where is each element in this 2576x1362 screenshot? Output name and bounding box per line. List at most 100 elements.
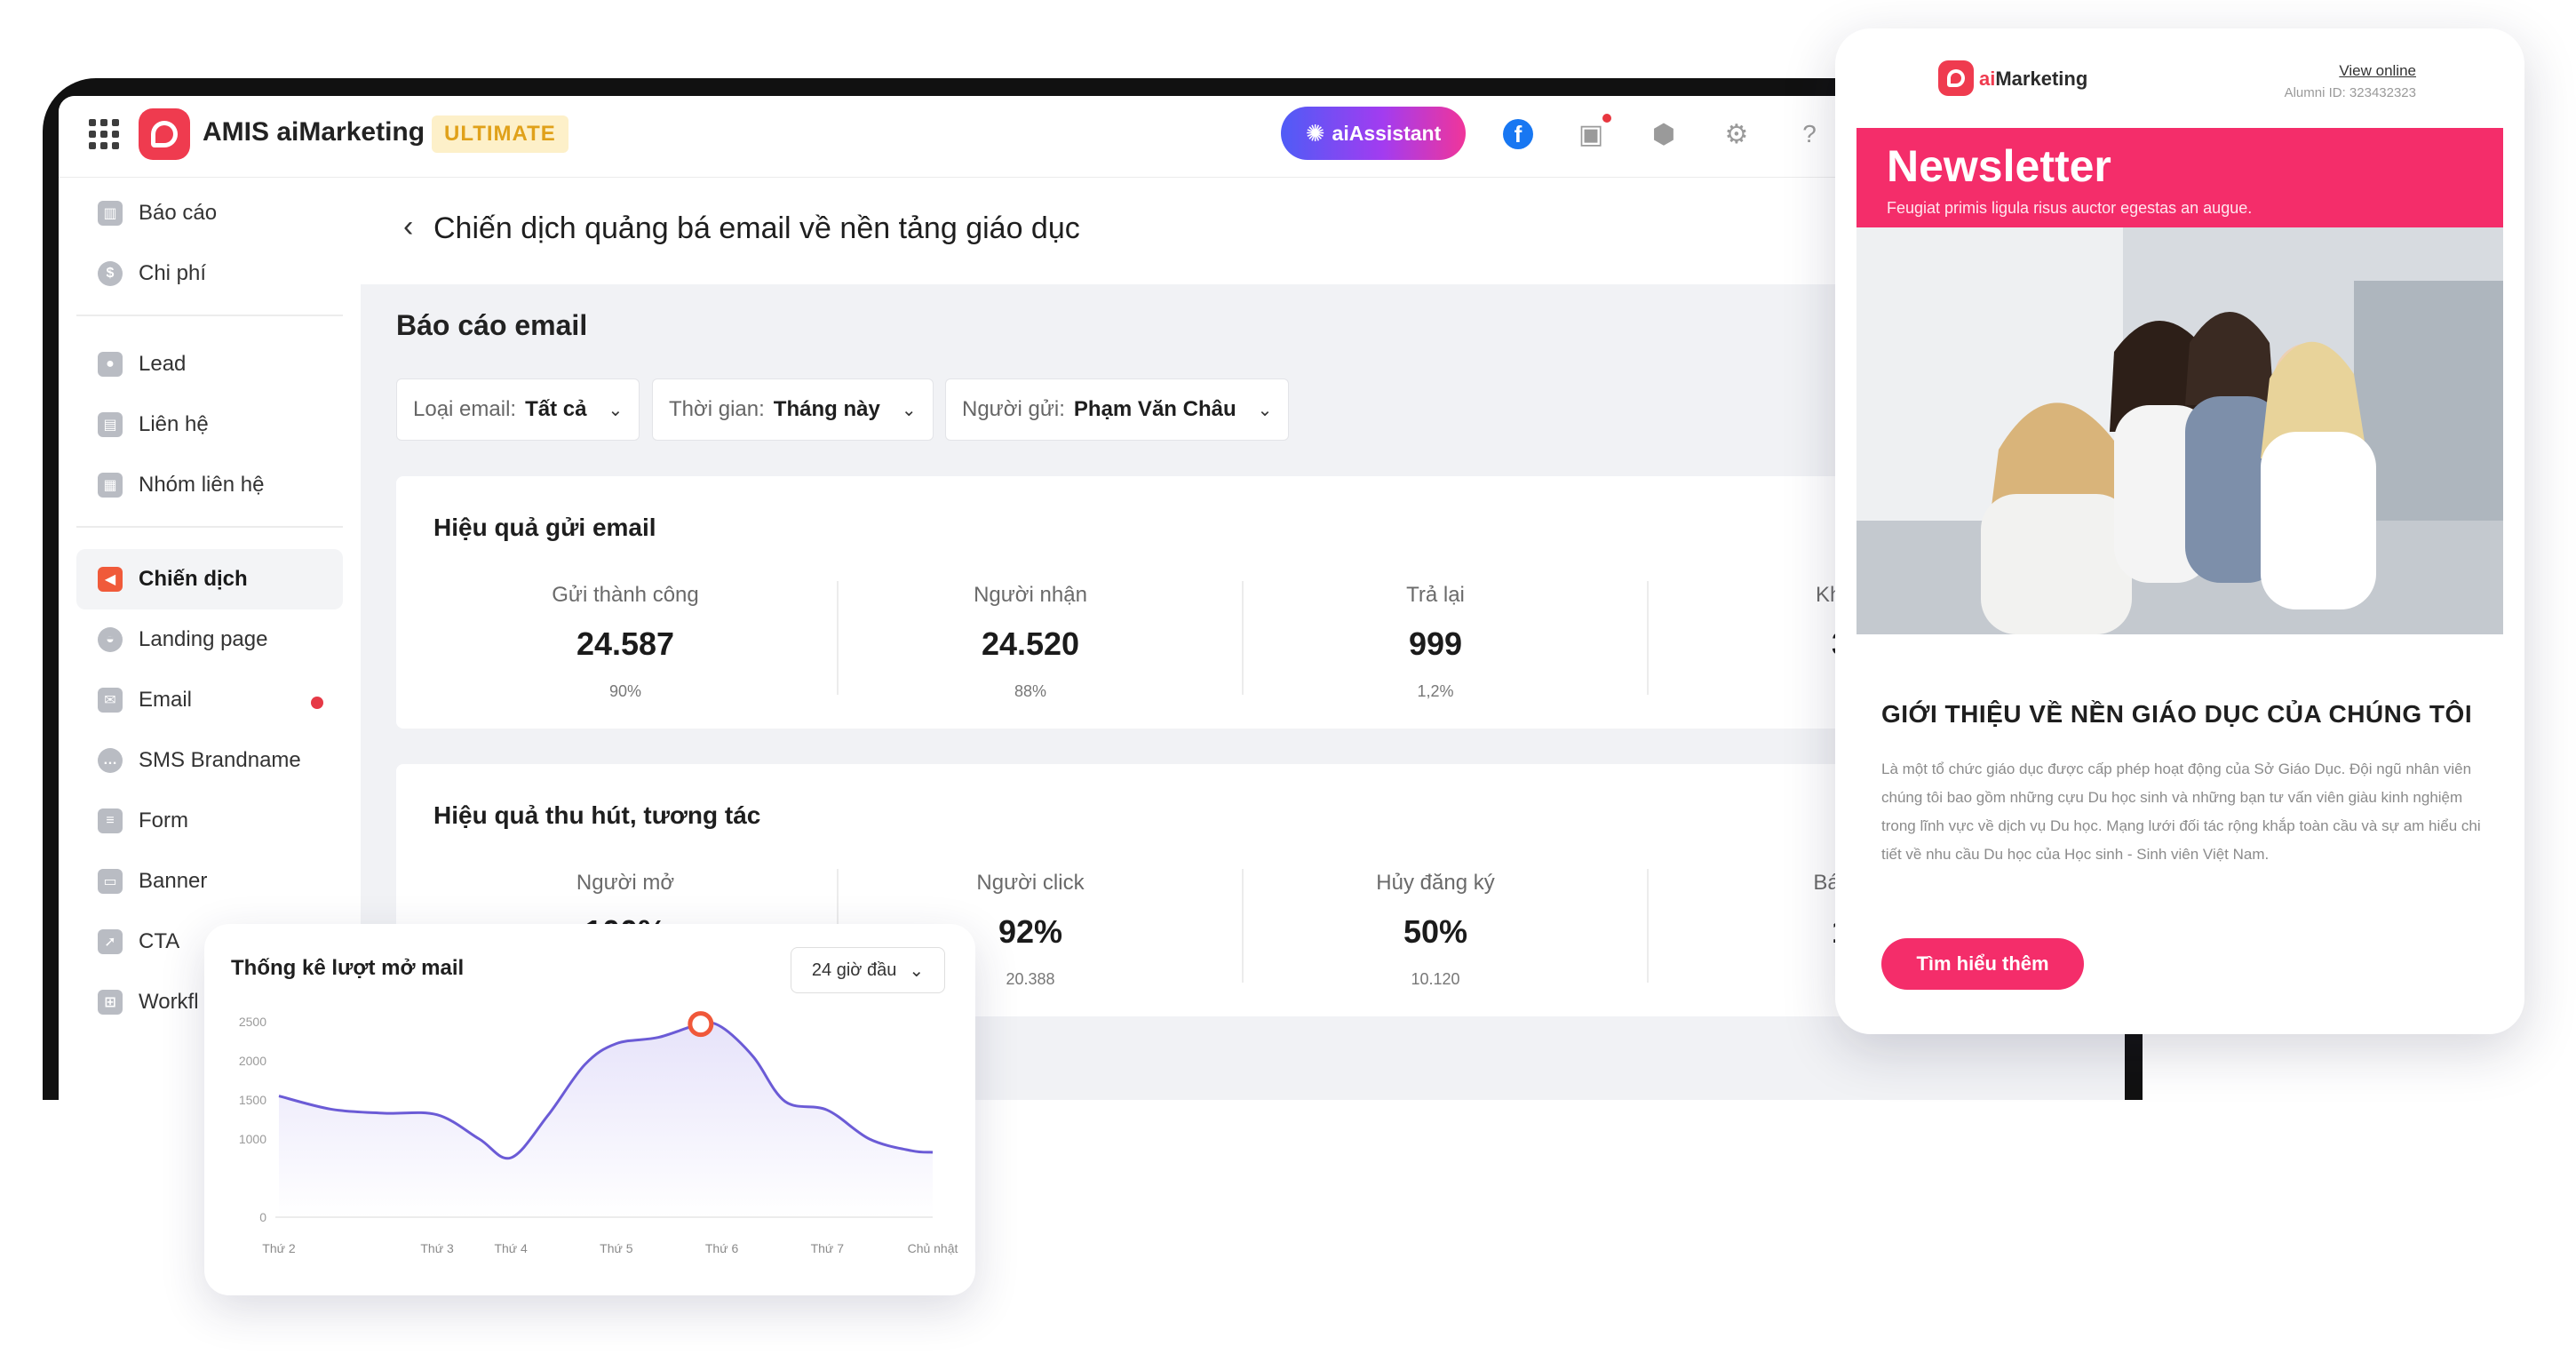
email-open-chart-card: Thống kê lượt mở mail 24 giờ đầu ⌄ 0 1000… [204,924,975,1295]
sidebar-item-nhom-lien-he[interactable]: ▦ Nhóm liên hệ [76,455,343,515]
metric-label: Người mở [576,871,675,895]
sidebar-item-cta[interactable]: ➚ CTA [76,912,343,972]
sidebar-item-form[interactable]: ≡ Form [76,791,343,851]
time-range-select[interactable]: 24 giờ đầu ⌄ [791,947,945,993]
x-tick-label: Thứ 5 [600,1241,633,1255]
top-bar: AMIS aiMarketing ULTIMATE ✺ aiAssistant … [59,96,2125,178]
sidebar-item-landing-page[interactable]: ◒ Landing page [76,609,343,670]
filter-time[interactable]: Thời gian: Tháng này ⌄ [652,378,934,441]
series-line [278,1021,934,1160]
metric-bounced: Trả lại 999 1,2% [1233,583,1638,701]
sidebar-item-workflow[interactable]: ⊞ Workfl [76,972,343,1032]
x-tick-label: Thứ 6 [705,1241,739,1255]
newsletter-brand: aiMarketing [1979,68,2087,91]
sidebar-item-bao-cao[interactable]: ▥ Báo cáo [76,183,343,243]
sidebar-item-label: Form [139,808,188,832]
metric-value: 999 [1408,625,1463,662]
chevron-down-icon: ⌄ [909,960,925,981]
chevron-down-icon: ⌄ [901,400,917,420]
view-online-link[interactable]: View online [2339,62,2416,79]
group-photo-image [1856,227,2503,634]
workflow-icon: ⊞ [98,990,123,1015]
brand-rest-text: Marketing [1995,68,2088,90]
select-value: 24 giờ đầu [811,960,897,980]
sidebar-item-chi-phi[interactable]: $ Chi phí [76,243,343,304]
filter-sender[interactable]: Người gửi: Phạm Văn Châu ⌄ [945,378,1290,441]
package-icon[interactable]: ⬢ [1651,119,1676,149]
hero-subtitle: Feugiat primis ligula risus auctor egest… [1887,199,2253,217]
metric-label: Người nhận [974,583,1087,607]
sidebar-item-label: Email [139,688,193,712]
line-chart: 0 1000 1500 2000 2500 Thứ 2 Thứ 3 Thứ 4 Thứ 5 Thứ… [239,1011,958,1255]
sidebar-item-label: Landing page [139,627,268,651]
newsletter-preview: aiMarketing View online Alumni ID: 32343… [1835,28,2524,1034]
metric-label: Người click [976,871,1085,895]
sidebar-divider [76,526,343,528]
sidebar-item-lien-he[interactable]: ▤ Liên hệ [76,394,343,455]
y-tick-label: 0 [259,1210,266,1224]
sidebar-group-contacts: ● Lead ▤ Liên hệ ▦ Nhóm liên hệ [76,334,343,515]
hero-title: Newsletter [1887,141,2111,191]
contact-card-icon: ▤ [98,412,123,437]
sidebar-item-label: Lead [139,352,187,376]
megaphone-icon: ◀ [98,567,123,592]
notification-icon[interactable]: ▣ [1574,114,1611,151]
learn-more-button[interactable]: Tìm hiểu thêm [1881,938,2084,990]
dollar-icon: $ [98,261,123,286]
chart-title: Thống kê lượt mở mail [231,956,465,980]
metric-divider [1242,581,1244,695]
y-tick-label: 2000 [239,1054,266,1068]
chevron-down-icon: ⌄ [608,400,624,420]
newsletter-body-text: Là một tổ chức giáo dục được cấp phép ho… [1881,761,2481,863]
y-tick-label: 1000 [239,1132,266,1146]
sidebar-item-email[interactable]: ✉ Email [76,670,343,730]
metric-label: Trả lại [1406,583,1465,607]
back-arrow-icon[interactable]: ‹ [403,210,414,243]
gear-icon[interactable]: ⚙ [1724,119,1749,149]
metric-unsubscribed: Hủy đăng ký 50% 10.120 [1233,871,1638,989]
metric-value: 92% [998,913,1063,950]
brand-logo-icon [139,108,190,160]
sidebar-item-label: Banner [139,869,208,893]
notification-dot [1602,114,1611,123]
sidebar-item-label: Liên hệ [139,412,209,436]
metric-label: Hủy đăng ký [1376,871,1495,895]
ai-assistant-button[interactable]: ✺ aiAssistant [1281,107,1466,160]
sidebar-group-campaigns: ◀ Chiến dịch ◒ Landing page ✉ Email … SM… [76,549,343,1032]
photo-illustration [1856,227,2503,634]
y-tick-label: 1500 [239,1093,266,1107]
sidebar-item-chien-dich[interactable]: ◀ Chiến dịch [76,549,343,609]
filter-email-type[interactable]: Loại email: Tất cả ⌄ [396,378,640,441]
newsletter-hero-banner: Newsletter Feugiat primis ligula risus a… [1856,128,2503,227]
metric-divider [1242,869,1244,983]
filter-value: Phạm Văn Châu [1073,397,1236,421]
app-grid-icon[interactable] [89,119,119,149]
landing-page-icon: ◒ [98,627,123,652]
filter-label: Thời gian: [669,397,765,421]
sidebar-item-sms-brandname[interactable]: … SMS Brandname [76,730,343,791]
form-icon: ≡ [98,808,123,833]
highlight-point [688,1011,714,1038]
sidebar-item-label: Nhóm liên hệ [139,473,265,497]
x-tick-label: Thứ 2 [262,1241,296,1255]
ai-spark-icon: ✺ [1305,119,1325,147]
sidebar-divider [76,315,343,316]
facebook-icon[interactable]: f [1503,119,1533,149]
metric-count: 20.388 [1006,970,1055,988]
page-header: ‹ Chiến dịch quảng bá email về nền tảng … [361,178,2125,284]
y-tick-label: 2500 [239,1015,266,1029]
metric-percent: 88% [1014,682,1047,700]
sidebar-item-lead[interactable]: ● Lead [76,334,343,394]
sidebar-item-label: Workfl [139,990,199,1014]
metric-percent: 90% [608,682,642,700]
help-icon[interactable]: ? [1802,120,1817,147]
filter-value: Tháng này [773,397,880,421]
contact-group-icon: ▦ [98,473,123,498]
newsletter-heading: GIỚI THIỆU VỀ NỀN GIÁO DỤC CỦA CHÚNG TÔI [1881,700,2473,728]
filter-value: Tất cả [525,397,587,421]
user-icon: ● [98,352,123,377]
sidebar-item-banner[interactable]: ▭ Banner [76,851,343,912]
card-title: Hiệu quả thu hút, tương tác [433,801,761,829]
metric-divider [837,581,839,695]
ai-assistant-label: aiAssistant [1332,121,1442,145]
